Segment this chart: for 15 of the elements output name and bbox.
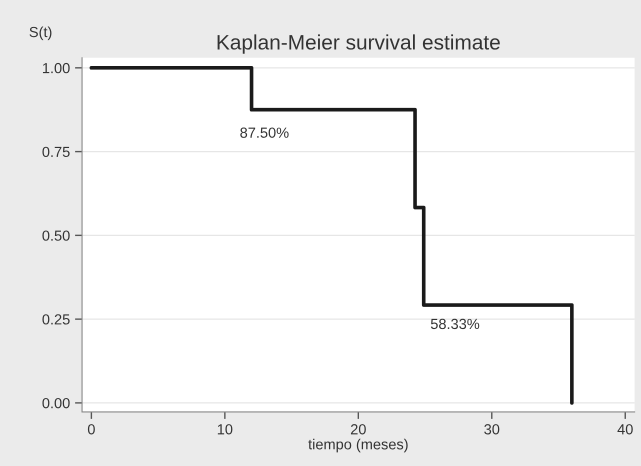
y-tick-label: 0.00	[42, 398, 70, 408]
x-axis-title: tiempo (meses)	[308, 438, 408, 452]
x-tick-label: 10	[218, 424, 232, 434]
y-tick-label: 0.25	[42, 314, 70, 325]
x-tick-label: 0	[88, 424, 95, 434]
chart-title: Kaplan-Meier survival estimate	[218, 34, 500, 54]
y-tick-label: 1.00	[42, 62, 70, 74]
annotation: 58.33%	[430, 318, 480, 330]
y-tick-label: 0.75	[42, 146, 70, 158]
y-axis-title: S(t)	[30, 26, 52, 40]
y-tick-label: 0.50	[42, 230, 70, 241]
x-tick-label: 40	[617, 424, 633, 434]
x-tick-label: 20	[350, 424, 366, 434]
annotation: 87.50%	[240, 128, 289, 138]
x-tick-label: 30	[484, 424, 500, 434]
